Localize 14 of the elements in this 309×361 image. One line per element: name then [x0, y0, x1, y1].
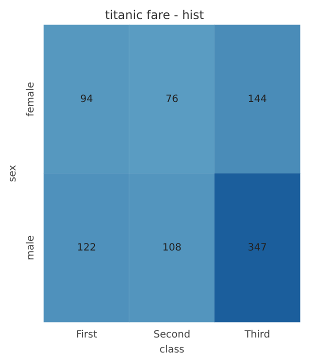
x-tick-label: Third — [244, 330, 270, 340]
data-label: 108 — [162, 242, 182, 254]
data-label: 144 — [248, 94, 267, 105]
data-label: 347 — [248, 242, 267, 254]
data-label: 76 — [166, 94, 178, 105]
x-tick-label: First — [76, 330, 98, 340]
x-axis-title: class — [160, 344, 184, 356]
data-label: 122 — [77, 242, 96, 254]
chart-title: titanic fare - hist — [105, 8, 204, 22]
y-tick-label: male — [25, 235, 36, 260]
y-tick-label: female — [25, 82, 36, 116]
y-axis-title: sex — [8, 164, 18, 182]
x-tick-label: Second — [154, 330, 190, 340]
data-label: 94 — [80, 94, 93, 105]
